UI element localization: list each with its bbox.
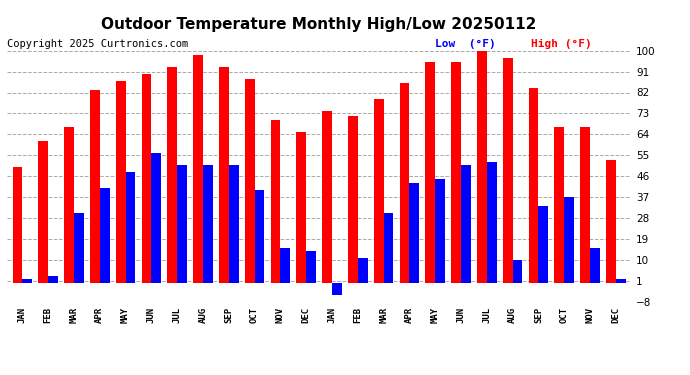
Bar [580, 128, 590, 283]
Bar [477, 51, 487, 283]
Text: Low  (°F): Low (°F) [435, 39, 495, 50]
Bar [555, 128, 564, 283]
Bar [374, 99, 384, 283]
Bar [529, 88, 538, 283]
Bar [451, 62, 461, 283]
Bar [270, 120, 280, 283]
Bar [126, 172, 135, 283]
Bar [348, 116, 358, 283]
Bar [168, 67, 177, 283]
Text: Outdoor Temperature Monthly High/Low 20250112: Outdoor Temperature Monthly High/Low 202… [101, 17, 537, 32]
Bar [151, 153, 161, 283]
Bar [100, 188, 110, 283]
Bar [358, 258, 368, 283]
Bar [245, 78, 255, 283]
Bar [297, 132, 306, 283]
Bar [90, 90, 100, 283]
Bar [461, 165, 471, 283]
Bar [116, 81, 126, 283]
Bar [203, 165, 213, 283]
Bar [219, 67, 229, 283]
Bar [409, 183, 420, 283]
Bar [513, 260, 522, 283]
Bar [255, 190, 264, 283]
Bar [426, 62, 435, 283]
Bar [48, 276, 58, 283]
Bar [141, 74, 151, 283]
Bar [22, 279, 32, 283]
Bar [384, 213, 393, 283]
Bar [64, 128, 74, 283]
Bar [39, 141, 48, 283]
Bar [177, 165, 187, 283]
Bar [280, 248, 290, 283]
Bar [74, 213, 83, 283]
Bar [564, 197, 574, 283]
Bar [12, 167, 22, 283]
Bar [606, 160, 616, 283]
Bar [538, 207, 549, 283]
Text: High (°F): High (°F) [531, 39, 592, 50]
Bar [435, 178, 445, 283]
Text: Copyright 2025 Curtronics.com: Copyright 2025 Curtronics.com [7, 39, 188, 50]
Bar [590, 248, 600, 283]
Bar [229, 165, 239, 283]
Bar [487, 162, 497, 283]
Bar [400, 83, 409, 283]
Bar [503, 58, 513, 283]
Bar [616, 279, 626, 283]
Bar [332, 283, 342, 295]
Bar [306, 251, 316, 283]
Bar [322, 111, 332, 283]
Bar [193, 55, 203, 283]
